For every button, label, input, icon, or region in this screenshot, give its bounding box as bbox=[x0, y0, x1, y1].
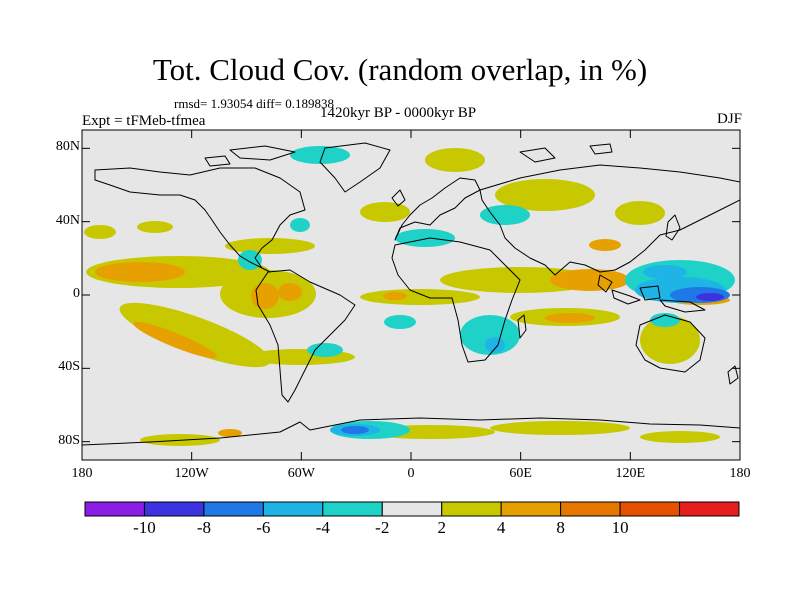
colorbar-swatch bbox=[441, 501, 502, 517]
plot-title: Tot. Cloud Cov. (random overlap, in %) bbox=[152, 52, 648, 87]
colorbar bbox=[84, 501, 740, 517]
colorbar-label: 2 bbox=[437, 518, 446, 537]
x-tick-label: 120E bbox=[615, 466, 646, 481]
period-label: 1420kyr BP - 0000kyr BP bbox=[320, 105, 477, 121]
colorbar-swatch bbox=[619, 501, 681, 517]
colorbar-swatch bbox=[500, 501, 562, 517]
colorbar-swatch bbox=[679, 501, 740, 517]
colorbar-swatch bbox=[84, 501, 145, 517]
colorbar-swatch bbox=[560, 501, 621, 517]
x-tick-label: 60E bbox=[509, 466, 532, 481]
colorbar-swatch bbox=[143, 501, 205, 517]
colorbar-label: 8 bbox=[556, 518, 565, 537]
colorbar-label: 4 bbox=[496, 518, 506, 537]
colorbar-swatch bbox=[262, 501, 324, 517]
colorbar-swatch bbox=[322, 501, 383, 517]
axis-ticks bbox=[81, 130, 741, 460]
y-tick-label: 80N bbox=[55, 139, 80, 155]
anomaly-positive-mid bbox=[95, 239, 730, 437]
y-tick-label: 40S bbox=[58, 359, 80, 375]
experiment-label: Expt = tFMeb-tfmea bbox=[82, 113, 206, 129]
x-tick-label: 120W bbox=[174, 466, 209, 481]
anomaly-negative-extreme bbox=[696, 293, 724, 301]
colorbar-label: -10 bbox=[133, 518, 156, 537]
x-tick-label: 0 bbox=[407, 466, 415, 481]
colorbar-label: -8 bbox=[196, 518, 211, 537]
anomaly-field bbox=[84, 146, 735, 446]
x-tick-label: 180 bbox=[71, 466, 93, 481]
y-tick-label: 80S bbox=[58, 432, 80, 448]
colorbar-label: 10 bbox=[611, 518, 629, 537]
stats-label: rmsd= 1.93054 diff= 0.189838 bbox=[174, 96, 334, 111]
colorbar-label: -6 bbox=[256, 518, 271, 537]
y-tick-label: 40N bbox=[55, 212, 80, 228]
coastlines bbox=[82, 142, 740, 446]
season-label: DJF bbox=[716, 111, 742, 127]
x-tick-label: 60W bbox=[287, 466, 315, 481]
x-tick-label: 180 bbox=[729, 466, 751, 481]
y-tick-label: 0 bbox=[73, 286, 80, 301]
colorbar-swatch bbox=[203, 501, 264, 517]
colorbar-swatch bbox=[381, 501, 443, 517]
colorbar-label: -2 bbox=[375, 518, 390, 537]
colorbar-label: -4 bbox=[315, 518, 330, 537]
